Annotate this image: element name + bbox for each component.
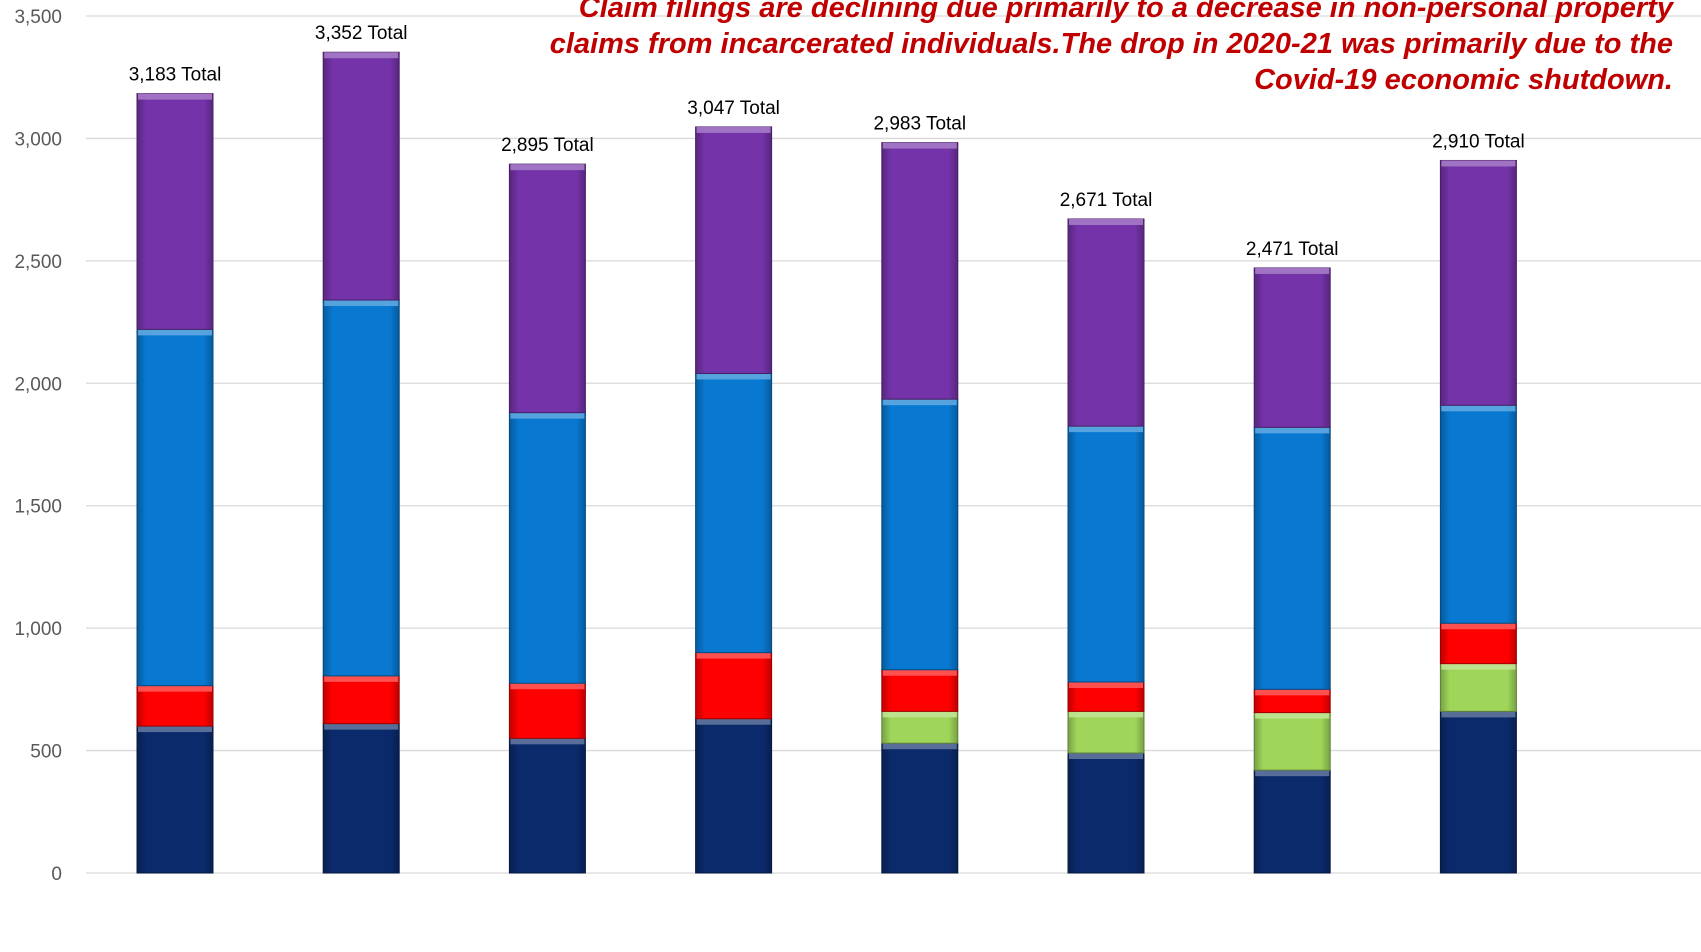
bar-segment xyxy=(1439,622,1517,665)
bar-segment-bevel xyxy=(1069,711,1143,718)
y-tick-label: 2,000 xyxy=(14,374,62,395)
y-tick-label: 3,000 xyxy=(14,129,62,150)
bar-segment-bevel xyxy=(1441,160,1516,167)
bars xyxy=(136,51,1517,874)
bar-segment xyxy=(322,299,400,677)
bar-segment xyxy=(881,669,959,712)
bar-segment-bevel xyxy=(1441,711,1516,718)
total-label: 3,047 Total xyxy=(687,98,780,119)
chart-annotation: Claim filings are declining due primaril… xyxy=(549,0,1673,96)
bar-segment-bevel xyxy=(1441,663,1516,670)
bar-segment xyxy=(508,682,586,739)
bar-segment-bevel xyxy=(138,726,212,733)
bar-segment-bevel xyxy=(324,723,399,730)
bar-segment-bevel xyxy=(510,412,585,419)
y-tick-label: 1,000 xyxy=(14,619,62,640)
bar-segment xyxy=(1067,425,1145,683)
bar-segment xyxy=(1067,710,1145,754)
y-tick-label: 0 xyxy=(51,864,62,885)
bar-stack xyxy=(1253,267,1331,874)
bar-segment xyxy=(1253,769,1331,874)
bar-segment xyxy=(881,398,959,671)
bar-segment-bevel xyxy=(1255,689,1330,696)
bar-segment xyxy=(1067,218,1145,427)
bar-segment xyxy=(1253,712,1331,771)
total-label: 2,910 Total xyxy=(1432,131,1525,152)
bar-segment xyxy=(508,412,586,684)
total-label: 3,183 Total xyxy=(129,65,222,86)
bar-segment-bevel xyxy=(882,711,957,718)
bar-stack xyxy=(136,93,214,874)
bar-segment-bevel xyxy=(1441,623,1516,630)
bar-segment xyxy=(136,725,214,874)
bar-segment xyxy=(881,142,959,400)
bar-segment xyxy=(695,652,773,720)
total-label: 2,895 Total xyxy=(501,135,594,156)
bar-segment-bevel xyxy=(1069,218,1143,225)
bar-segment xyxy=(1439,710,1517,874)
bar-segment-bevel xyxy=(882,743,957,750)
bar-segment-bevel xyxy=(1441,405,1516,412)
bar-segment-bevel xyxy=(510,683,585,690)
y-tick-label: 500 xyxy=(30,742,62,763)
bar-segment-bevel xyxy=(510,738,585,745)
bar-segment-bevel xyxy=(1255,267,1330,274)
bar-segment-bevel xyxy=(138,685,212,692)
bar-segment xyxy=(508,163,586,414)
y-tick-label: 3,500 xyxy=(14,7,62,28)
bar-segment xyxy=(1439,404,1517,624)
bar-segment xyxy=(136,328,214,687)
bar-segment-bevel xyxy=(882,669,957,676)
bar-segment-bevel xyxy=(324,675,399,682)
total-labels: 3,183 Total 3,352 Total 2,895 Total 3,047 T… xyxy=(129,23,1525,260)
bar-segment xyxy=(1253,426,1331,690)
total-label: 2,671 Total xyxy=(1060,190,1153,211)
bar-segment-bevel xyxy=(138,329,212,336)
bar-segment-bevel xyxy=(138,93,212,100)
y-axis-ticks: 0 500 1,000 1,500 2,000 2,500 3,000 3,500 xyxy=(14,7,62,885)
bar-segment xyxy=(1439,159,1517,406)
bar-segment-bevel xyxy=(882,142,957,149)
bar-stack xyxy=(695,126,773,874)
bar-segment xyxy=(1067,752,1145,874)
y-tick-label: 2,500 xyxy=(14,252,62,273)
bar-segment-bevel xyxy=(1069,682,1143,689)
bar-segment-bevel xyxy=(510,164,585,171)
bar-segment xyxy=(322,675,400,725)
bar-segment-bevel xyxy=(1069,426,1143,433)
bar-stack xyxy=(508,163,586,874)
bar-segment-bevel xyxy=(696,126,771,133)
total-label: 2,471 Total xyxy=(1246,239,1339,260)
bar-stack xyxy=(1067,218,1145,874)
bar-stack xyxy=(322,51,400,874)
bar-segment-bevel xyxy=(696,373,771,380)
bar-segment xyxy=(322,51,400,301)
bar-segment xyxy=(508,737,586,874)
bar-stack xyxy=(1439,159,1517,874)
bar-segment xyxy=(695,126,773,374)
bar-segment-bevel xyxy=(882,399,957,406)
bar-segment-bevel xyxy=(696,718,771,725)
bar-segment xyxy=(1253,267,1331,428)
bar-segment-bevel xyxy=(696,652,771,659)
total-label: 3,352 Total xyxy=(315,23,408,44)
bar-segment-bevel xyxy=(1255,427,1330,434)
bar-segment xyxy=(136,93,214,330)
bar-segment-bevel xyxy=(324,52,399,59)
total-label: 2,983 Total xyxy=(873,114,966,135)
bar-segment xyxy=(695,718,773,874)
bar-stack xyxy=(881,142,959,874)
bar-segment-bevel xyxy=(1255,712,1330,719)
bar-segment-bevel xyxy=(324,300,399,307)
bar-segment xyxy=(1439,663,1517,712)
bar-segment xyxy=(136,685,214,727)
bar-segment xyxy=(322,723,400,874)
bar-segment-bevel xyxy=(1255,770,1330,777)
y-tick-label: 1,500 xyxy=(14,497,62,518)
bar-segment xyxy=(881,742,959,874)
bar-segment-bevel xyxy=(1069,753,1143,760)
bar-segment xyxy=(695,372,773,654)
